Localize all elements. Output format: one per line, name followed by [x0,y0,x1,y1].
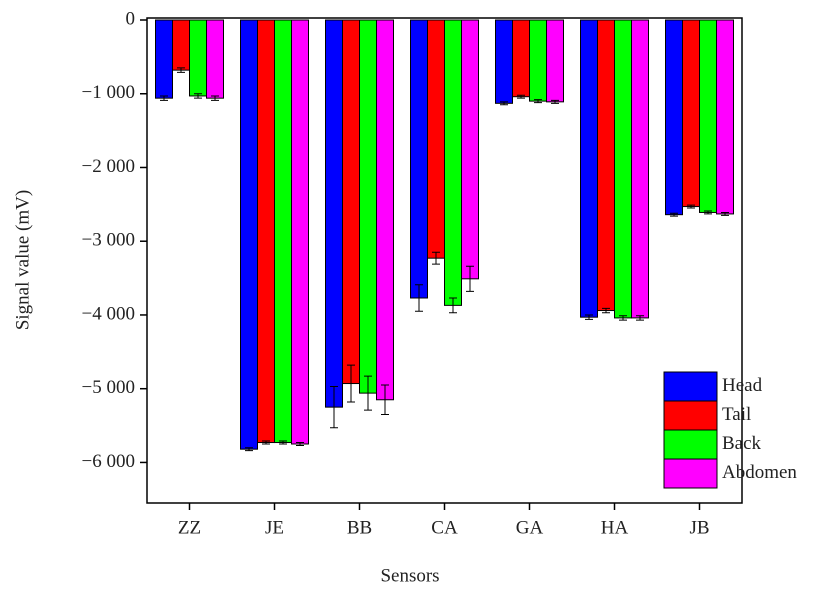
error-bar [160,95,168,101]
error-bar [449,297,457,314]
bar [172,19,190,71]
bar [274,19,292,444]
bar [631,19,649,319]
bar [325,19,343,408]
x-axis-label: Sensors [380,565,439,586]
bar [427,19,445,259]
y-tick-label: −6 000 [82,451,135,472]
bar [529,19,547,102]
bar [699,19,717,213]
bar [240,19,258,450]
error-bar [415,284,423,312]
legend-swatch [663,429,718,460]
error-bar [721,211,729,216]
bar [546,19,564,103]
bar [597,19,615,312]
error-bar [177,67,185,73]
bar [461,19,479,280]
y-tick-label: −1 000 [82,82,135,103]
error-bar [500,101,508,106]
legend-label: Abdomen [722,462,797,483]
error-bar [330,385,338,429]
bar [257,19,275,444]
error-bar [704,210,712,215]
y-tick-label: −5 000 [82,377,135,398]
y-tick-label: 0 [126,8,136,29]
y-axis-label: Signal value (mV) [12,190,33,330]
bar [512,19,530,98]
error-bar [619,315,627,321]
error-bar [211,95,219,101]
error-bar [687,204,695,209]
bar [291,19,309,445]
bar [716,19,734,215]
legend-label: Head [722,375,763,396]
x-tick-label: JB [689,517,709,538]
x-tick-label: GA [516,517,544,538]
error-bar [381,384,389,416]
error-bar [296,442,304,446]
error-bar [636,315,644,321]
y-tick-label: −2 000 [82,156,135,177]
y-tick-label: −4 000 [82,303,135,324]
bar [444,19,462,306]
error-bar [534,99,542,104]
bar [376,19,394,401]
legend-label: Tail [722,404,751,425]
error-bar [670,212,678,217]
error-bar [585,314,593,320]
x-tick-label: HA [601,517,629,538]
error-bar [517,94,525,99]
error-bar [466,265,474,292]
bar [155,19,173,99]
legend-swatch [663,458,718,489]
bar [410,19,428,299]
error-bar [194,93,202,99]
x-tick-label: JE [265,517,284,538]
legend-label: Back [722,433,762,454]
error-bar [551,99,559,104]
bar [665,19,683,216]
error-bar [432,251,440,265]
bar [682,19,700,208]
error-bar [262,440,270,445]
error-bar [279,440,287,445]
x-tick-label: ZZ [178,517,201,538]
bar [189,19,207,97]
y-tick-label: −3 000 [82,230,135,251]
error-bar [364,375,372,411]
x-tick-label: CA [431,517,458,538]
bar [342,19,360,385]
legend-swatch [663,400,718,431]
legend-swatch [663,371,718,402]
error-bar [347,364,355,403]
bar [614,19,632,319]
bar [580,19,598,318]
bar [206,19,224,99]
x-tick-label: BB [347,517,372,538]
error-bar [602,307,610,314]
plot-frame [146,17,743,504]
error-bar [245,447,253,452]
bar [495,19,513,104]
bar [359,19,377,394]
